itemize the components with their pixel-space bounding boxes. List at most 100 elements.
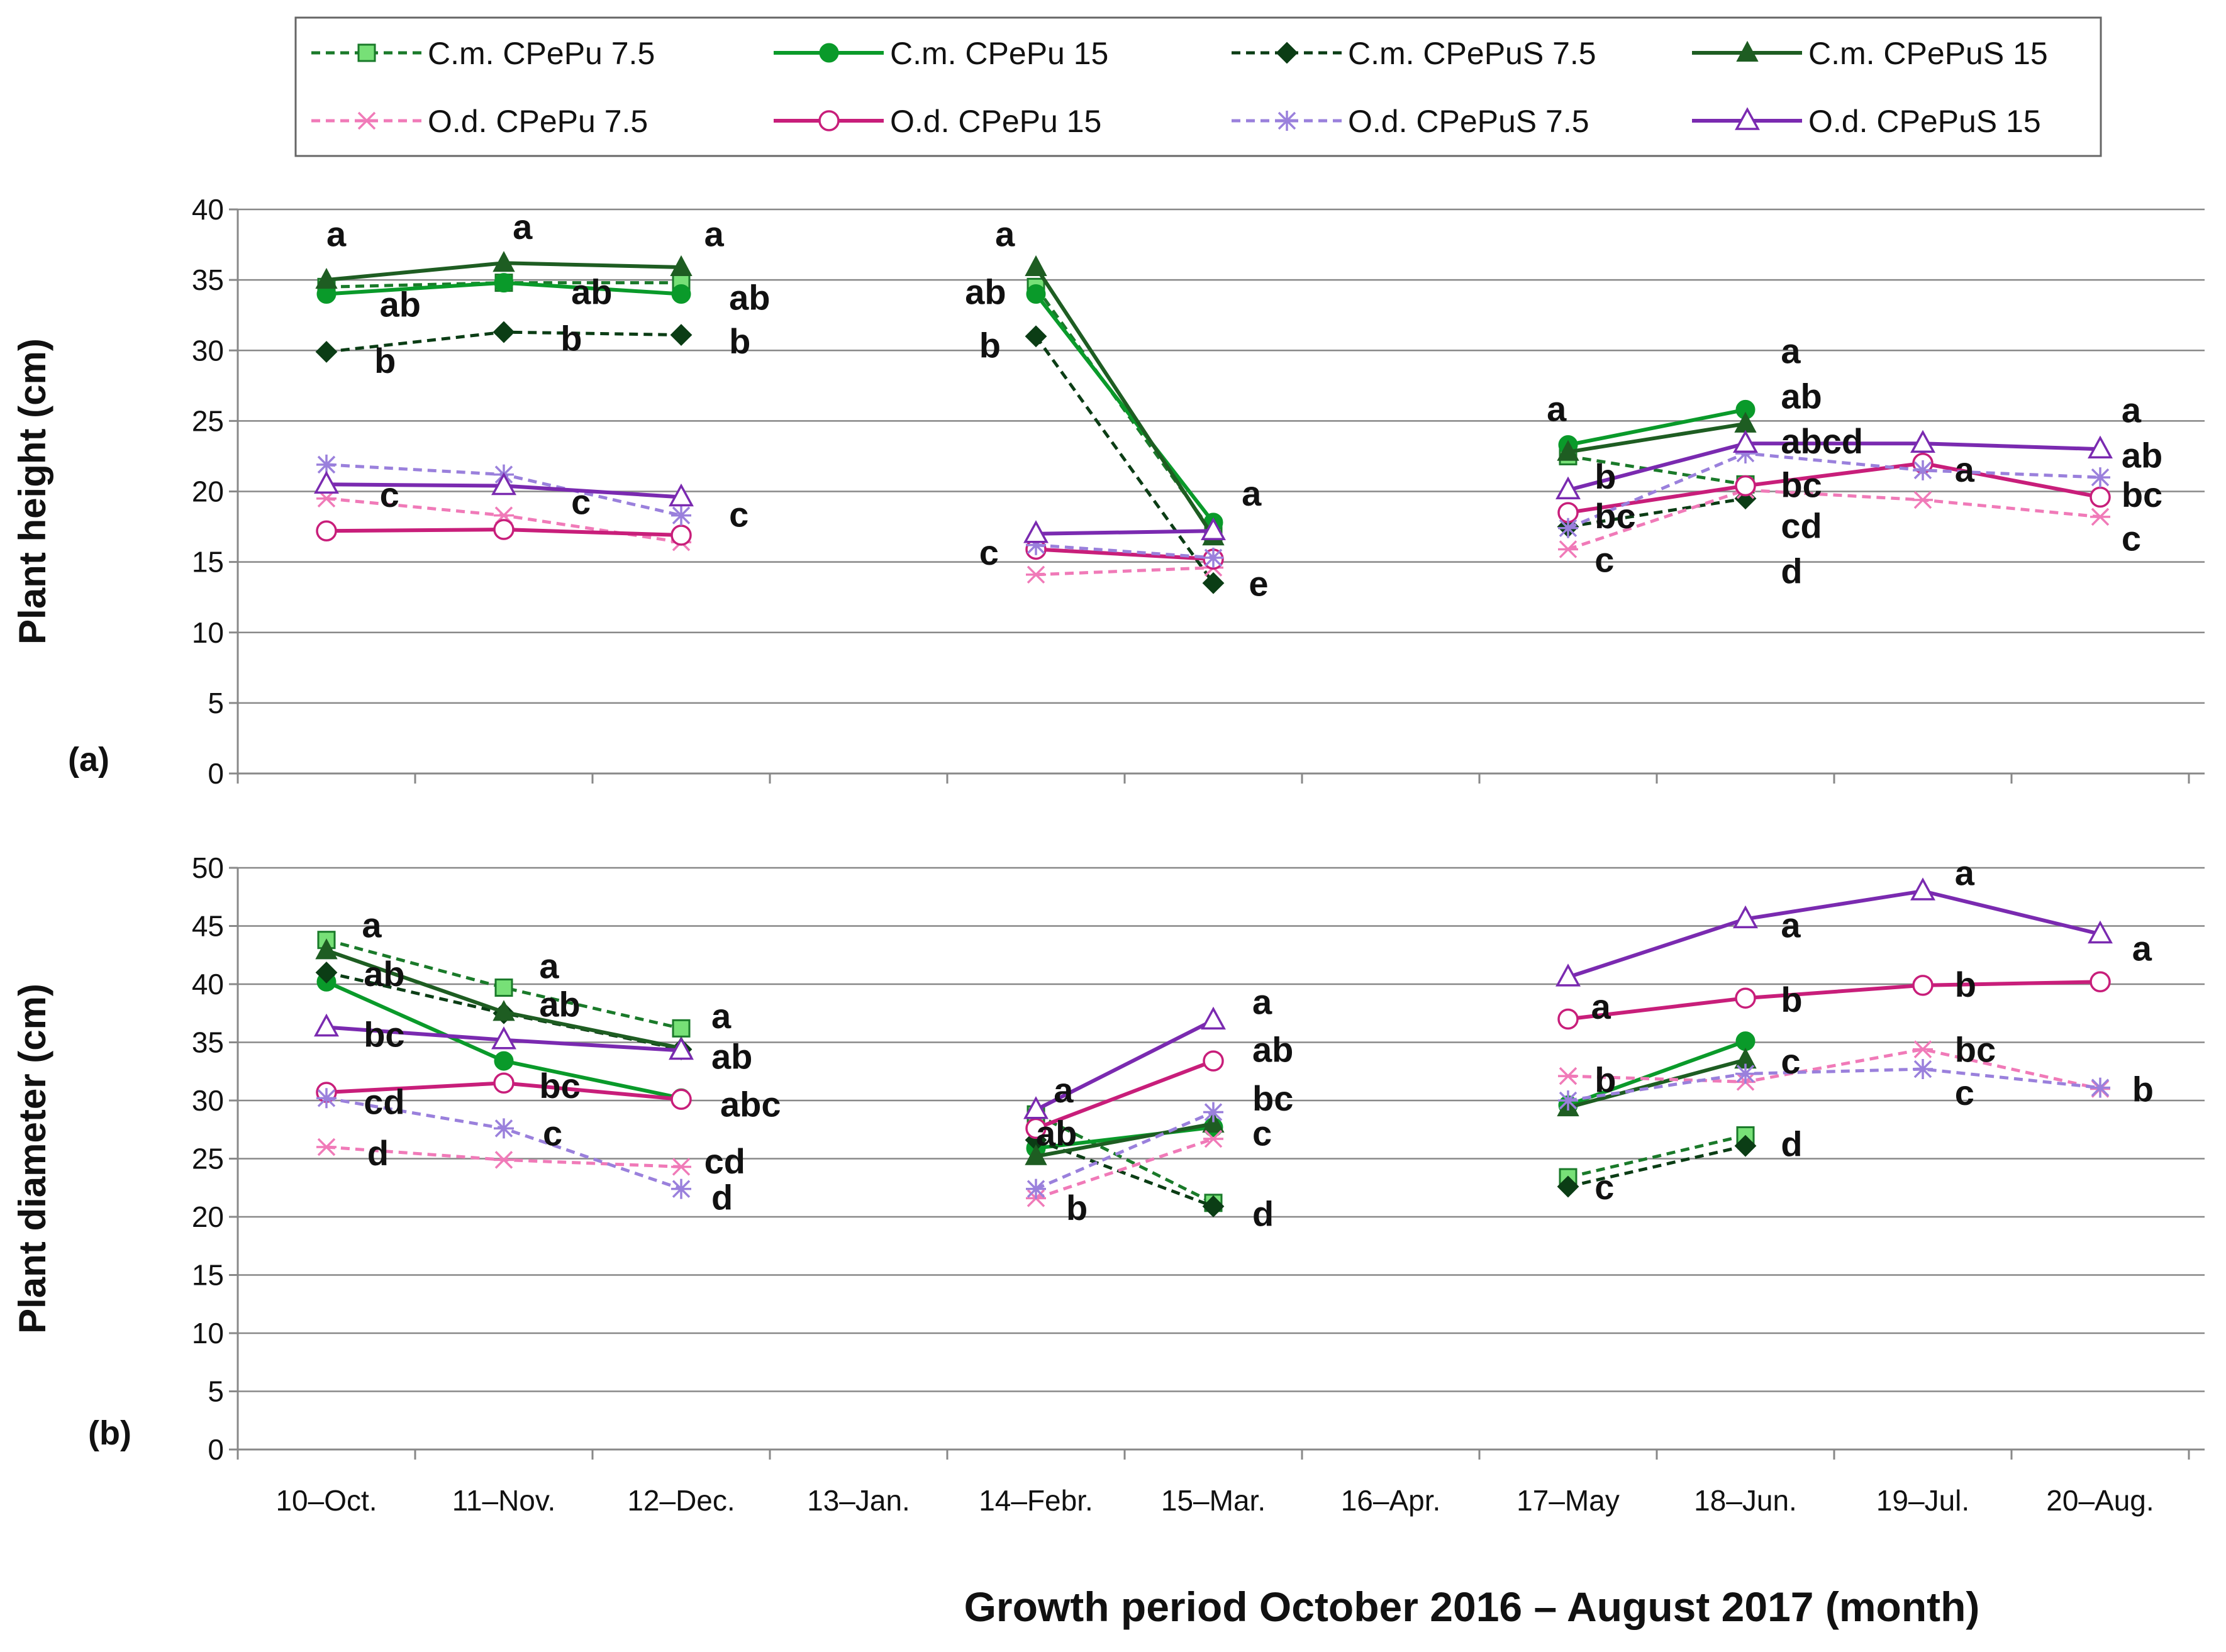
data-point bbox=[1734, 1134, 1757, 1157]
data-point bbox=[1025, 1144, 1047, 1165]
y-tick-label: 20 bbox=[192, 1200, 224, 1233]
legend-marker-diamond-icon bbox=[1276, 42, 1298, 64]
significance-label: d bbox=[1781, 551, 1802, 590]
data-point bbox=[314, 1013, 339, 1037]
data-point bbox=[1912, 975, 1934, 996]
significance-label: ab bbox=[1252, 1029, 1293, 1069]
series-line bbox=[1034, 335, 1215, 584]
y-tick-label: 30 bbox=[192, 1084, 224, 1117]
significance-label: ab bbox=[571, 272, 612, 311]
significance-label: b bbox=[374, 341, 396, 380]
data-point bbox=[493, 519, 515, 540]
legend-marker-triangle-icon bbox=[1736, 40, 1759, 62]
significance-label: a bbox=[362, 906, 382, 945]
y-tick-label: 5 bbox=[208, 1375, 224, 1408]
series-line bbox=[326, 938, 682, 1030]
series-line bbox=[1567, 1048, 2101, 1090]
series-line bbox=[1035, 1111, 1214, 1190]
series-o-d-cpepu-15 bbox=[316, 971, 2111, 1139]
legend-item-o-d-cpepus-15: O.d. CPePuS 15 bbox=[1692, 104, 2041, 139]
series-line bbox=[1567, 452, 2101, 530]
y-tick-label: 35 bbox=[192, 1026, 224, 1059]
data-point bbox=[1735, 475, 1756, 497]
significance-label: abcd bbox=[1781, 421, 1863, 461]
y-axis-title: Plant diameter (cm) bbox=[11, 984, 53, 1334]
data-point bbox=[491, 1026, 516, 1050]
significance-label: c bbox=[1252, 1114, 1272, 1153]
significance-label: ab bbox=[965, 272, 1006, 311]
data-point bbox=[494, 1051, 514, 1071]
data-point bbox=[1201, 1006, 1226, 1030]
x-tick-label: 20–Aug. bbox=[2046, 1484, 2154, 1517]
significance-label: bc bbox=[1955, 1029, 1996, 1069]
series-c-m-cpepu-7-5 bbox=[317, 931, 1755, 1212]
data-point bbox=[671, 1089, 692, 1110]
legend-label: O.d. CPePuS 7.5 bbox=[1348, 104, 1589, 139]
data-point bbox=[1913, 460, 1933, 480]
panel-label: (a) bbox=[68, 741, 109, 779]
legend-item-c-m-cpepus-15: C.m. CPePuS 15 bbox=[1692, 36, 2048, 71]
series-line bbox=[1034, 292, 1215, 524]
data-point bbox=[1026, 1178, 1046, 1199]
data-point bbox=[672, 1019, 691, 1038]
series-line bbox=[1567, 889, 2101, 979]
series-line bbox=[1567, 980, 2101, 1021]
data-point bbox=[316, 520, 337, 542]
x-tick-label: 18–Jun. bbox=[1694, 1484, 1797, 1517]
y-tick-label: 25 bbox=[192, 1143, 224, 1175]
series-line bbox=[1035, 543, 1214, 560]
significance-label: b bbox=[1594, 457, 1616, 496]
y-tick-label: 45 bbox=[192, 910, 224, 943]
significance-label: a bbox=[1955, 450, 1975, 489]
data-point bbox=[1203, 1129, 1223, 1148]
legend-item-c-m-cpepu-15: C.m. CPePu 15 bbox=[774, 36, 1108, 71]
significance-label: a bbox=[1781, 331, 1801, 370]
series-line bbox=[1035, 1018, 1215, 1112]
y-tick-label: 5 bbox=[208, 687, 224, 719]
data-point bbox=[1201, 517, 1226, 541]
significance-label: cd bbox=[704, 1141, 745, 1181]
annotations: aabbcaabbcaabbcaabbcaeabbccaababcdbccdda… bbox=[326, 207, 2162, 603]
legend-item-o-d-cpepus-7-5: O.d. CPePuS 7.5 bbox=[1232, 104, 1589, 139]
significance-label: a bbox=[995, 214, 1015, 253]
significance-label: bc bbox=[539, 1066, 580, 1106]
data-point bbox=[671, 524, 692, 546]
legend-marker-triangle-open-icon bbox=[1735, 107, 1760, 130]
data-point bbox=[314, 470, 339, 494]
y-tick-label: 40 bbox=[192, 193, 224, 226]
data-point bbox=[1910, 430, 1935, 453]
data-point bbox=[1910, 877, 1935, 901]
series-line bbox=[1035, 1112, 1215, 1205]
series-line bbox=[1567, 461, 2101, 515]
data-point bbox=[1735, 443, 1756, 463]
significance-label: c bbox=[571, 482, 591, 521]
data-point bbox=[1203, 1102, 1223, 1123]
series-c-m-cpepus-15 bbox=[315, 938, 1757, 1165]
x-tick-label: 17–May bbox=[1516, 1484, 1620, 1517]
data-point bbox=[1025, 255, 1047, 276]
significance-label: c bbox=[729, 495, 748, 535]
data-point bbox=[1203, 547, 1223, 568]
significance-label: a bbox=[1781, 906, 1801, 945]
significance-label: bc bbox=[364, 1014, 404, 1054]
series-line bbox=[1035, 529, 1214, 536]
y-tick-label: 15 bbox=[192, 1259, 224, 1292]
data-point bbox=[2090, 1077, 2110, 1098]
significance-label: ab bbox=[380, 284, 421, 324]
data-point bbox=[2088, 920, 2113, 944]
panel-diameter: 0 5 10 15 20 25 30 35 40 45 50 Plant diameter (cm) (… bbox=[11, 851, 2205, 1466]
significance-label: b bbox=[1781, 980, 1802, 1019]
significance-label: ab bbox=[1781, 376, 1822, 416]
data-point bbox=[315, 268, 338, 289]
series-c-m-cpepu-15 bbox=[316, 273, 1756, 533]
data-point bbox=[316, 1088, 337, 1109]
significance-label: ab bbox=[364, 954, 404, 994]
significance-label: c bbox=[380, 475, 399, 514]
x-tick-label: 12–Dec. bbox=[627, 1484, 735, 1517]
data-point bbox=[2088, 435, 2113, 458]
panel-label: (b) bbox=[88, 1414, 131, 1452]
significance-label: bc bbox=[1781, 465, 1822, 505]
series-o-d-cpepu-7-5 bbox=[316, 1040, 2110, 1207]
data-point bbox=[1026, 535, 1046, 555]
